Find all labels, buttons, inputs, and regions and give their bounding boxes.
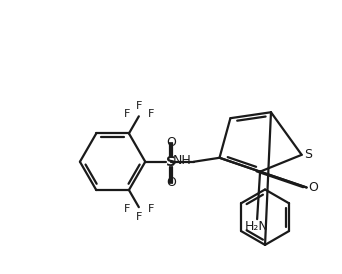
Text: F: F xyxy=(147,109,154,119)
Text: NH: NH xyxy=(173,154,192,167)
Text: O: O xyxy=(166,136,176,149)
Text: F: F xyxy=(147,204,154,214)
Text: O: O xyxy=(308,181,318,194)
Text: S: S xyxy=(305,148,313,161)
Text: O: O xyxy=(166,176,176,189)
Text: F: F xyxy=(124,204,130,214)
Text: S: S xyxy=(166,155,176,169)
Text: F: F xyxy=(136,212,142,222)
Text: F: F xyxy=(136,101,142,112)
Text: H₂N: H₂N xyxy=(245,219,269,233)
Text: F: F xyxy=(124,109,130,119)
